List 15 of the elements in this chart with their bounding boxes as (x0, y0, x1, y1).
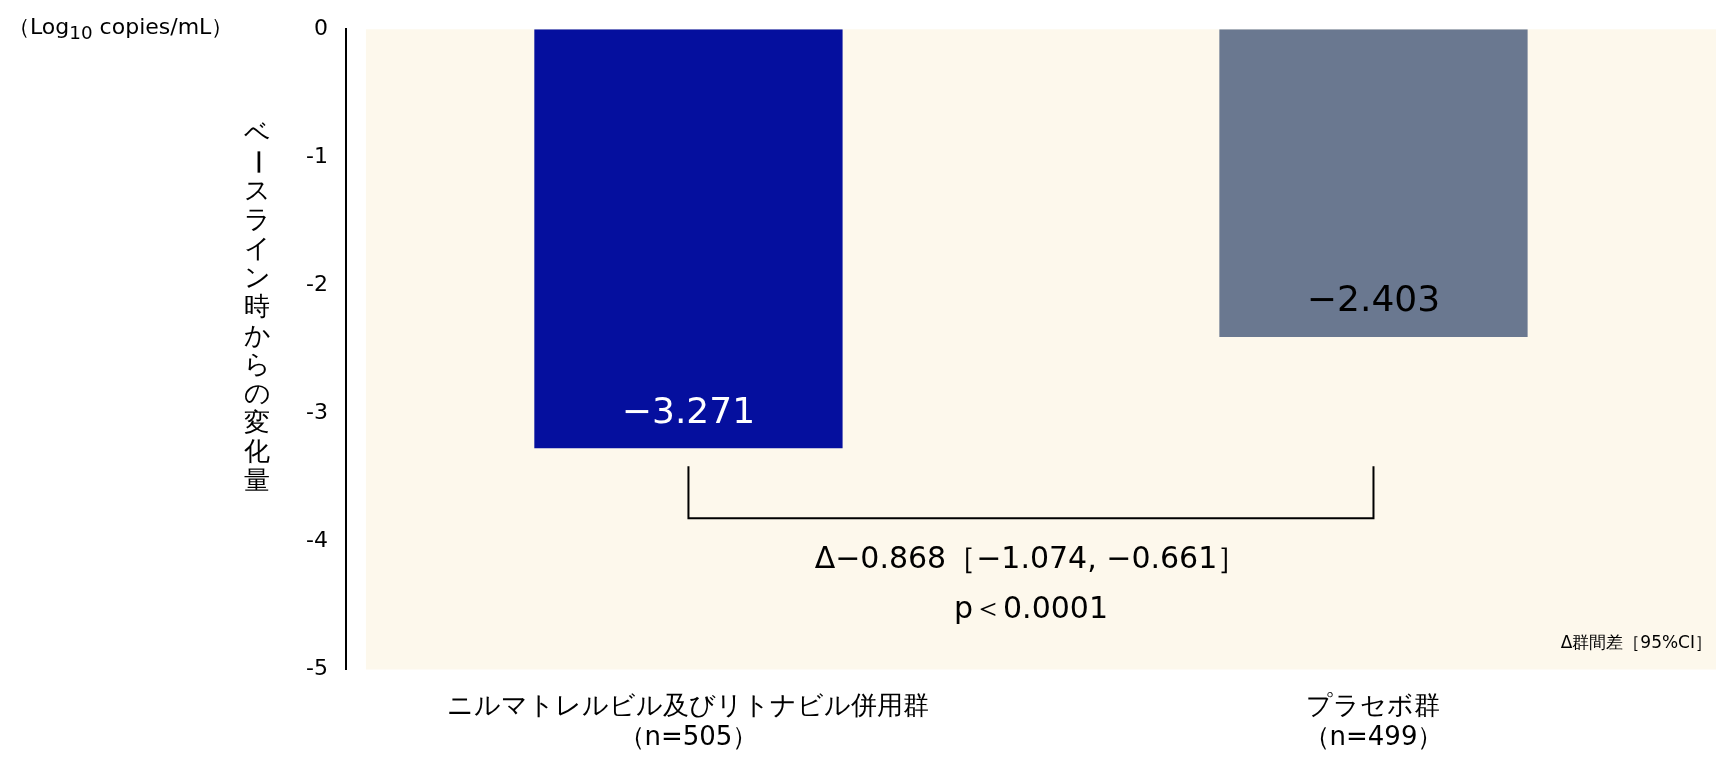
data-label: −2.403 (1306, 278, 1441, 320)
annotation: Δ−0.868［−1.074, −0.661］ (814, 539, 1248, 575)
x-tick-label: プラセボ群（n=499） (1303, 689, 1444, 752)
annotation: p＜0.0001 (953, 589, 1108, 625)
y-tick-label: -3 (306, 399, 328, 425)
y-tick-label: 0 (313, 14, 328, 40)
y-tick-label: -4 (306, 527, 328, 553)
data-label: −3.271 (621, 389, 756, 431)
y-tick-label: -1 (306, 143, 328, 168)
text: ベースライン時からの変化量 (242, 117, 273, 495)
x-tick-label: ニルマトレルビル及びリトナビル併用群（n=505） (447, 689, 930, 752)
text: （Log$_{10}$ copies/mL） (8, 13, 234, 44)
annotation: Δ群間差［95%CI］ (1560, 632, 1712, 653)
y-tick-label: -5 (306, 655, 328, 681)
y-tick-label: -2 (306, 271, 328, 297)
